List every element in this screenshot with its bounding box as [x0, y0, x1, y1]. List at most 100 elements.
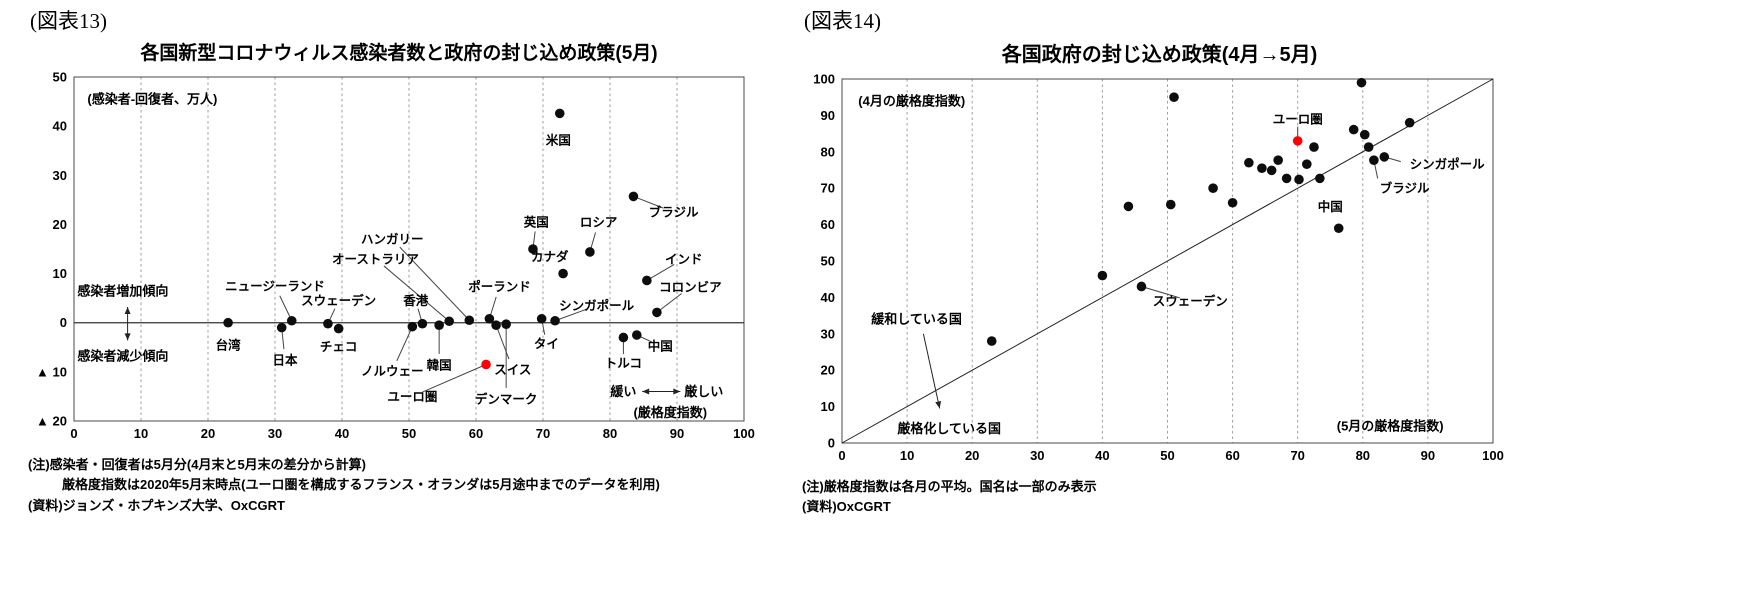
- x-tick-label: 40: [1095, 448, 1109, 463]
- data-point: [444, 316, 455, 327]
- label-leader-line: [554, 309, 587, 322]
- data-point: [223, 318, 233, 328]
- x-axis-unit-label: (厳格度指数): [633, 405, 707, 420]
- figure-14-tag: (図表14): [804, 9, 881, 33]
- label-leader-line: [396, 326, 413, 362]
- point-label: デンマーク: [475, 392, 538, 407]
- x-tick-label: 90: [670, 426, 684, 441]
- y-tick-label: 80: [821, 145, 835, 160]
- data-point: [484, 314, 495, 324]
- y-tick-label: ▲ 10: [36, 365, 67, 380]
- data-point: [1309, 142, 1319, 153]
- label-leader-line: [399, 247, 470, 321]
- point-label: 中国: [648, 339, 673, 354]
- y-axis-unit-label: (感染者-回復者、万人): [87, 92, 217, 107]
- y-tick-label: 50: [53, 70, 67, 85]
- x-tick-label: 50: [402, 426, 416, 441]
- data-point: [1257, 163, 1267, 174]
- data-point: [1404, 118, 1415, 128]
- label-leader-line: [656, 293, 682, 314]
- data-point: [1165, 200, 1176, 210]
- figure-14-scatter-chart: 0 10 20 30 40 50 60 70 80 90 100 0 10 20 30 40 50 60 70 80 9…: [813, 72, 1504, 464]
- figure-14: (図表14) 各国政府の封じ込め政策(4月→5月) 0 10 20 30 40 50 60 7…: [802, 8, 1517, 518]
- x-tick-label: 0: [70, 426, 77, 441]
- x-tick-label: 30: [268, 426, 282, 441]
- point-label: シンガポール: [1410, 157, 1486, 172]
- label-leader-line: [646, 264, 675, 282]
- figure-13-note-2: 厳格度指数は2020年5月末時点(ユーロ圏を構成するフランス・オランダは5月途中…: [62, 477, 660, 493]
- data-point: [652, 307, 662, 318]
- y-tick-label: 30: [53, 168, 67, 183]
- data-point: [618, 332, 629, 343]
- arrowhead: [124, 333, 131, 341]
- x-tick-label: 70: [1290, 448, 1304, 463]
- infection-increase-label: 感染者増加傾向: [77, 284, 168, 299]
- y-tick-label: 30: [821, 327, 835, 342]
- data-point: [434, 320, 444, 331]
- data-point: [1356, 78, 1367, 88]
- point-label: スイス: [494, 363, 531, 377]
- point-label: カナダ: [531, 249, 569, 264]
- data-point: [1369, 155, 1379, 166]
- data-point: [1348, 125, 1359, 135]
- x-tick-label: 60: [469, 426, 483, 441]
- data-point: [417, 319, 428, 329]
- data-point: [1266, 165, 1277, 176]
- label-leader-line: [422, 364, 487, 393]
- figure-13-notes: (注)感染者・回復者は5月分(4月末と5月末の差分から計算) 厳格度指数は202…: [28, 455, 770, 515]
- point-label: 香港: [402, 293, 429, 308]
- point-label: インド: [665, 253, 703, 267]
- x-tick-label: 100: [733, 426, 755, 441]
- data-point: [276, 323, 287, 333]
- annotation-arrow: [922, 333, 941, 409]
- y-tick-label: 50: [821, 254, 835, 269]
- y-tick-label: 100: [813, 72, 835, 87]
- data-point-highlight: [481, 359, 491, 370]
- data-point: [1359, 130, 1370, 140]
- point-label: 米国: [545, 133, 571, 148]
- data-point: [501, 319, 511, 330]
- x-tick-label: 50: [1160, 448, 1174, 463]
- label-leader-line: [383, 265, 450, 322]
- point-label: ノルウェー: [361, 365, 424, 379]
- figure-13-note-1: (注)感染者・回復者は5月分(4月末と5月末の差分から計算): [28, 457, 367, 473]
- point-label: スウェーデン: [1153, 294, 1228, 309]
- point-label: ユーロ圏: [1273, 113, 1323, 127]
- point-label: 日本: [273, 353, 299, 368]
- x-tick-label: 30: [1030, 448, 1044, 463]
- arrowhead: [935, 401, 942, 409]
- figure-13: (図表13) 各国新型コロナウィルス感染者数と政府の封じ込め政策(5月) 0 10…: [28, 8, 770, 516]
- point-label: タイ: [534, 336, 559, 351]
- data-point: [1169, 92, 1179, 103]
- label-leader-line: [1141, 286, 1180, 299]
- data-point: [407, 322, 418, 332]
- x-axis-unit-label: (5月の厳格度指数): [1337, 419, 1444, 434]
- label-leader-line: [633, 196, 664, 209]
- data-point: [1333, 223, 1344, 234]
- data-point: [1136, 281, 1147, 292]
- data-point: [558, 269, 568, 279]
- x-tick-label: 60: [1225, 448, 1239, 463]
- point-label: チェコ: [320, 340, 358, 354]
- data-point: [550, 316, 560, 326]
- data-point: [464, 315, 475, 326]
- point-label: ブラジル: [1380, 181, 1430, 196]
- data-point: [491, 320, 501, 331]
- figure-14-note-1: (注)厳格度指数は各月の平均。国名は一部のみ表示: [802, 479, 1097, 495]
- point-label: ハンガリー: [361, 232, 424, 247]
- point-label: 台湾: [216, 338, 242, 353]
- arrowhead: [673, 388, 681, 395]
- x-tick-label: 40: [335, 426, 349, 441]
- figure-14-notes: (注)厳格度指数は各月の平均。国名は一部のみ表示 (資料)OxCGRT: [802, 477, 1517, 517]
- figure-13-title: 各国新型コロナウィルス感染者数と政府の封じ込め政策(5月): [140, 43, 658, 65]
- data-point: [1097, 271, 1108, 281]
- figure-13-tag: (図表13): [30, 9, 107, 33]
- plot-frame: [73, 76, 745, 422]
- point-label: シンガポール: [559, 298, 635, 313]
- data-point: [1227, 198, 1238, 208]
- y-tick-label: 40: [53, 119, 67, 134]
- plot-frame: [841, 78, 1494, 444]
- y-tick-label: 10: [821, 399, 835, 414]
- x-tick-label: 90: [1421, 448, 1435, 463]
- data-point: [1123, 201, 1134, 212]
